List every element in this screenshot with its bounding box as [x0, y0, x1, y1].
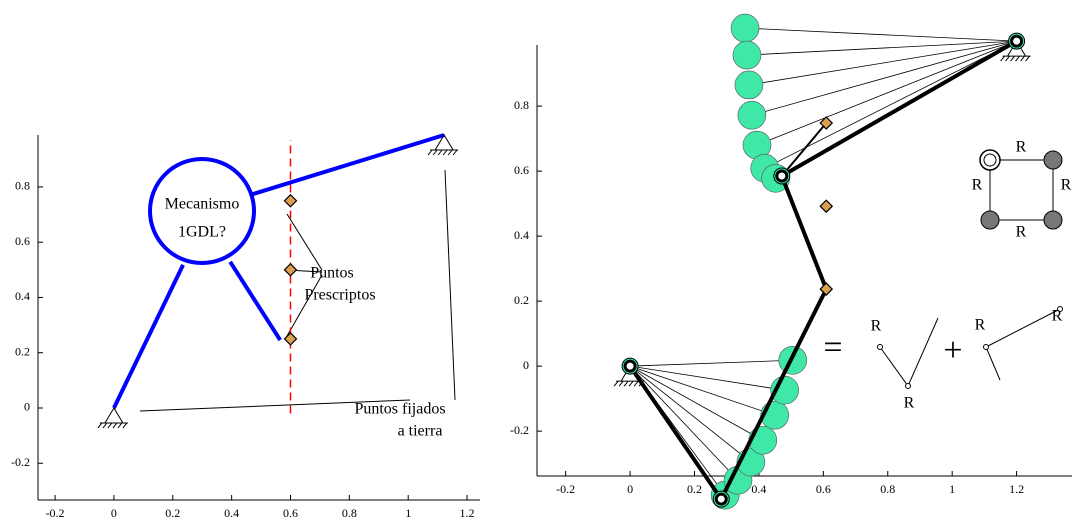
arrows: [139, 169, 456, 412]
y-tick-label: 0.8: [514, 98, 529, 112]
fan-line: [764, 40, 1017, 169]
link: [228, 260, 282, 342]
prescribed-point: [819, 282, 834, 296]
annotation: 1GDL?: [178, 224, 226, 241]
annotation: a tierra: [398, 423, 443, 440]
fan-line: [748, 40, 1017, 86]
prescribed-point: [283, 332, 298, 346]
ground-support: [427, 134, 459, 156]
fan-line: [756, 40, 1017, 146]
coupler-position: [748, 425, 778, 455]
y-tick-label: -0.2: [11, 455, 30, 469]
x-tick-label: 0.8: [342, 506, 357, 520]
x-tick-label: 0.2: [687, 482, 702, 496]
y-tick-label: 0: [24, 400, 30, 414]
annotation: =: [823, 329, 842, 366]
coupler-position: [734, 70, 764, 100]
annotation: R: [972, 177, 983, 194]
pivot-joint: [714, 492, 728, 506]
y-tick-label: 0.2: [15, 344, 30, 358]
prescribed-point: [819, 116, 834, 130]
fan-line: [745, 27, 1017, 42]
x-tick-label: 0.4: [224, 506, 239, 520]
ground-support: [1000, 40, 1031, 62]
y-tick-label: 0.8: [15, 179, 30, 193]
mechanism-circle: [148, 157, 256, 265]
coupler-position: [730, 13, 760, 43]
x-tick-label: 0.2: [165, 506, 180, 520]
prescribed-point: [819, 199, 834, 214]
x-tick-label: 0: [111, 506, 117, 520]
ground-support: [613, 365, 645, 387]
annotation: R: [1016, 139, 1027, 156]
prescribed-point: [283, 262, 298, 277]
annotation: R: [871, 318, 882, 335]
annotation: Puntos: [310, 265, 354, 282]
prescribed-point: [283, 193, 298, 208]
coupler-position: [732, 40, 762, 70]
annotation: Prescriptos: [304, 287, 375, 304]
fan-line: [751, 40, 1017, 116]
fan-line: [630, 359, 793, 367]
y-tick-label: -0.2: [510, 423, 529, 437]
pivot-joint: [775, 169, 789, 183]
y-tick-label: 0: [523, 358, 529, 372]
fan-line: [629, 365, 763, 441]
fan-line: [746, 40, 1017, 56]
x-tick-label: 0.8: [880, 482, 895, 496]
link: [249, 133, 445, 197]
link: [781, 122, 828, 177]
annotation: R: [975, 317, 986, 334]
x-tick-label: 0.4: [751, 482, 766, 496]
y-tick-label: 0.4: [15, 289, 30, 303]
annotation: Puntos fijados: [354, 401, 445, 418]
x-tick-label: 0.6: [816, 482, 831, 496]
x-tick-label: -0.2: [46, 506, 65, 520]
fan-line: [629, 365, 739, 481]
pivot-joint: [623, 359, 637, 373]
inset: [877, 149, 1063, 389]
ground-support: [97, 407, 128, 429]
x-tick-label: 1: [405, 506, 411, 520]
coupler-position: [737, 100, 767, 130]
annotation: R: [1052, 308, 1063, 325]
fan-line: [629, 365, 775, 416]
x-tick-label: 1: [949, 482, 955, 496]
x-tick-label: 1.2: [460, 506, 475, 520]
fan-line: [629, 365, 752, 463]
y-tick-label: 0.6: [15, 234, 30, 248]
annotation: R: [1016, 224, 1027, 241]
x-tick-label: 0.6: [283, 506, 298, 520]
annotation: Mecanismo: [165, 196, 240, 213]
x-tick-label: -0.2: [556, 482, 575, 496]
annotation: +: [943, 332, 962, 369]
pivot-joint: [1010, 34, 1024, 48]
fan-line: [630, 365, 785, 391]
annotation: R: [904, 395, 915, 412]
x-tick-label: 1.2: [1009, 482, 1024, 496]
link: [112, 263, 185, 409]
x-tick-label: 0: [627, 482, 633, 496]
y-tick-label: 0.4: [514, 228, 529, 242]
annotation: R: [1061, 177, 1072, 194]
y-tick-label: 0.2: [514, 293, 529, 307]
y-tick-label: 0.6: [514, 163, 529, 177]
